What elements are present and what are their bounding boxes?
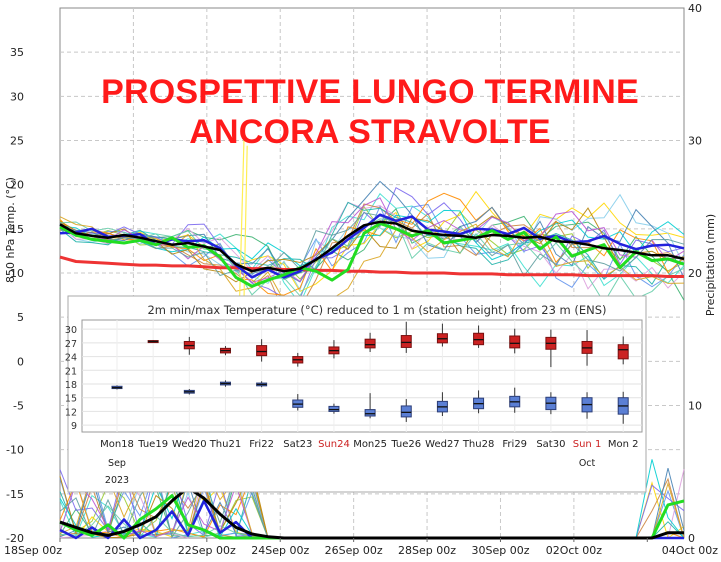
inset-day-label: Sat30 <box>536 439 565 450</box>
x-tick-label: 28Sep 00z <box>398 544 456 557</box>
climate-mean-line <box>59 255 684 278</box>
y2-tick-label: 20 <box>688 267 702 280</box>
inset-day-label: Mon25 <box>353 439 387 450</box>
daily-max-boxplot-box <box>256 345 268 357</box>
x-tick-label: 22Sep 00z <box>178 544 236 557</box>
x-tick-label: 30Sep 00z <box>471 544 529 557</box>
highlighted-series <box>59 213 685 540</box>
y2-tick-label: 10 <box>688 400 702 413</box>
headline-line-1: PROSPETTIVE LUNGO TERMINE <box>101 73 639 111</box>
ensemble-member-temp-line <box>59 209 685 267</box>
headline-line-2: ANCORA STRAVOLTE <box>189 113 551 151</box>
inset-day-label: Thu21 <box>209 439 242 450</box>
inset-plot-frame <box>81 319 643 433</box>
ensemble-member-temp-spike <box>238 138 245 313</box>
x-tick-label: 02Oct 00z <box>546 544 603 557</box>
ensemble-member-temp-line <box>59 190 685 293</box>
axes: -20 -15 -10 -5 0 5 10 15 20 25 30 35 0 10 20 30 40 18Sep … <box>4 2 718 557</box>
inset-day-label: Tue26 <box>390 439 421 450</box>
daily-min-boxplot-box <box>364 409 376 417</box>
inset-y-tick-label: 24 <box>65 353 77 364</box>
inset-day-label: Mon18 <box>100 439 134 450</box>
ensemble-mean-precip-line <box>59 486 684 540</box>
y2-tick-label: 30 <box>688 135 702 148</box>
inset-day-label: Wed27 <box>425 439 460 450</box>
daily-max-boxplot-box <box>473 332 485 346</box>
daily-max-boxplot-box <box>509 335 521 349</box>
inset-month-label: Oct <box>579 458 596 469</box>
daily-max-boxplot-box <box>400 335 412 348</box>
ensemble-mean-line <box>59 220 685 273</box>
x-tick-label: 18Sep 00z <box>4 544 62 557</box>
x-tick-label: 26Sep 00z <box>325 544 383 557</box>
ensemble-member-temp-line <box>59 180 685 283</box>
inset-title: 2m min/max Temperature (°C) reduced to 1… <box>147 303 606 317</box>
minmax-boxplot-inset: 2m min/max Temperature (°C) reduced to 1… <box>65 295 647 493</box>
inset-day-label: Wed20 <box>172 439 207 450</box>
inset-day-label: Fri29 <box>502 439 527 450</box>
daily-max-boxplot-box <box>364 338 376 349</box>
y-tick-label: 5 <box>17 311 24 324</box>
y-tick-label: -5 <box>13 400 24 413</box>
inset-day-label: Tue19 <box>137 439 168 450</box>
inset-day-label: Mon 2 <box>608 439 639 450</box>
inset-day-label: Fri22 <box>249 439 274 450</box>
control-run-line <box>59 222 685 288</box>
inset-month-label: Sep <box>108 458 126 469</box>
y-tick-label: 10 <box>10 267 24 280</box>
ensemble-member-temp-line <box>59 197 685 283</box>
y-tick-label: 35 <box>10 46 24 59</box>
y-axis-label: 850 hPa Temp. (°C) <box>4 177 17 283</box>
inset-y-tick-label: 21 <box>65 366 77 377</box>
inset-y-tick-label: 30 <box>65 325 77 336</box>
ensemble-member-temp-spike <box>243 145 248 300</box>
x-tick-label: 04Oct 00z <box>662 544 719 557</box>
inset-day-label: Sat23 <box>283 439 312 450</box>
y-tick-label: 15 <box>10 223 24 236</box>
daily-max-boxplot-box <box>617 344 629 360</box>
inset-year-label: 2023 <box>105 475 129 486</box>
inset-day-label: Thu28 <box>462 439 495 450</box>
inset-y-tick-label: 27 <box>65 339 77 350</box>
y-tick-label: 20 <box>10 179 24 192</box>
inset-y-tick-label: 18 <box>65 380 77 391</box>
y-tick-label: 0 <box>17 355 24 368</box>
y-tick-label: -10 <box>6 444 24 457</box>
inset-y-tick-label: 12 <box>65 407 77 418</box>
y2-tick-label: 0 <box>688 532 695 545</box>
inset-y-tick-label: 15 <box>65 394 77 405</box>
inset-day-label: Sun24 <box>318 439 350 450</box>
y2-tick-label: 40 <box>688 2 702 15</box>
inset-day-label: Sun 1 <box>573 439 602 450</box>
y-tick-label: -15 <box>6 488 24 501</box>
daily-min-boxplot-box <box>328 405 340 412</box>
y-tick-label: -20 <box>6 532 24 545</box>
daily-min-boxplot-box <box>400 405 412 418</box>
inset-y-tick-label: 9 <box>71 421 77 432</box>
y2-axis-label: Precipitation (mm) <box>704 214 717 316</box>
x-tick-label: 24Sep 00z <box>251 544 309 557</box>
x-tick-label: 20Sep 00z <box>104 544 162 557</box>
y-tick-label: 25 <box>10 135 24 148</box>
y-tick-label: 30 <box>10 90 24 103</box>
